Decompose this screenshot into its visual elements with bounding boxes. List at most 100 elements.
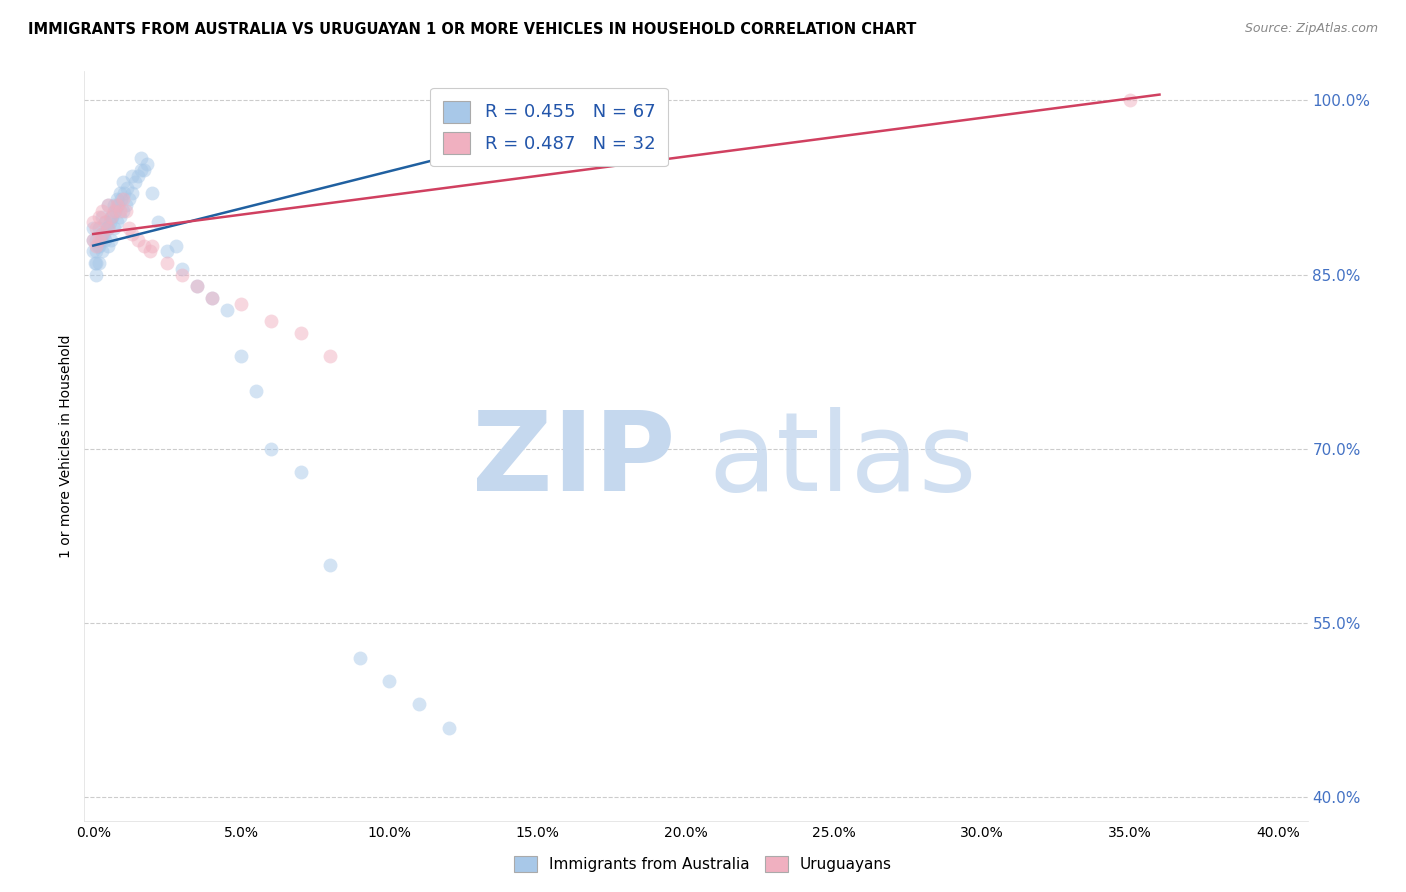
Point [84,238,107,252]
Point [93,227,115,241]
Point [98,215,121,229]
Point [86,238,108,252]
Point [105,192,128,206]
Point [107,198,129,212]
Point [121,227,143,241]
Point [141,238,163,252]
Legend: R = 0.455   N = 67, R = 0.487   N = 32: R = 0.455 N = 67, R = 0.487 N = 32 [430,88,668,166]
Point [97,221,120,235]
Point [103,221,125,235]
Point [97,198,120,212]
Point [201,291,224,305]
Point [156,244,179,259]
Point [97,238,120,252]
Point [103,198,125,212]
Point [290,465,312,479]
Point [186,279,208,293]
Point [408,698,430,712]
Point [91,210,114,224]
Point [290,326,312,340]
Point [260,442,283,456]
Point [172,261,194,276]
Text: ZIP: ZIP [472,408,675,515]
Point [91,203,114,218]
Legend: Immigrants from Australia, Uruguayans: Immigrants from Australia, Uruguayans [506,848,900,880]
Point [172,268,194,282]
Text: atlas: atlas [709,408,977,515]
Point [165,238,187,252]
Point [82,221,104,235]
Point [124,175,146,189]
Point [245,384,267,398]
Point [84,256,107,270]
Point [215,302,238,317]
Point [105,198,128,212]
Point [82,244,104,259]
Point [127,233,149,247]
Point [97,221,120,235]
Point [231,349,253,363]
Point [91,244,114,259]
Point [108,186,131,201]
Point [319,349,342,363]
Point [84,221,107,235]
Point [111,175,134,189]
Point [94,215,117,229]
Point [84,268,107,282]
Point [105,215,128,229]
Point [319,558,342,572]
Point [141,186,163,201]
Point [118,192,141,206]
Point [201,291,224,305]
Point [108,210,131,224]
Point [112,186,135,201]
Point [83,256,105,270]
Point [100,210,122,224]
Point [89,210,111,224]
Point [100,233,122,247]
Point [186,279,208,293]
Point [90,233,112,247]
Point [82,215,104,229]
Point [148,215,170,229]
Point [118,221,141,235]
Point [91,227,114,241]
Point [349,651,371,665]
Y-axis label: 1 or more Vehicles in Household: 1 or more Vehicles in Household [59,334,73,558]
Point [378,674,401,689]
Point [111,203,134,218]
Text: IMMIGRANTS FROM AUSTRALIA VS URUGUAYAN 1 OR MORE VEHICLES IN HOUSEHOLD CORRELATI: IMMIGRANTS FROM AUSTRALIA VS URUGUAYAN 1… [28,22,917,37]
Point [94,233,117,247]
Point [138,244,160,259]
Point [84,233,107,247]
Point [127,169,149,183]
Point [437,721,460,735]
Point [82,233,104,247]
Point [103,203,125,218]
Point [132,238,155,252]
Point [100,210,122,224]
Text: Source: ZipAtlas.com: Source: ZipAtlas.com [1244,22,1378,36]
Point [94,215,117,229]
Point [231,296,253,310]
Point [84,244,107,259]
Point [96,221,118,235]
Point [114,198,136,212]
Point [89,221,111,235]
Point [1119,94,1142,108]
Point [121,169,143,183]
Point [121,186,143,201]
Point [117,180,139,194]
Point [135,157,157,171]
Point [91,227,114,241]
Point [114,203,136,218]
Point [108,203,131,218]
Point [89,256,111,270]
Point [110,192,132,206]
Point [101,210,124,224]
Point [89,233,111,247]
Point [132,163,155,178]
Point [89,238,111,252]
Point [129,152,152,166]
Point [97,198,120,212]
